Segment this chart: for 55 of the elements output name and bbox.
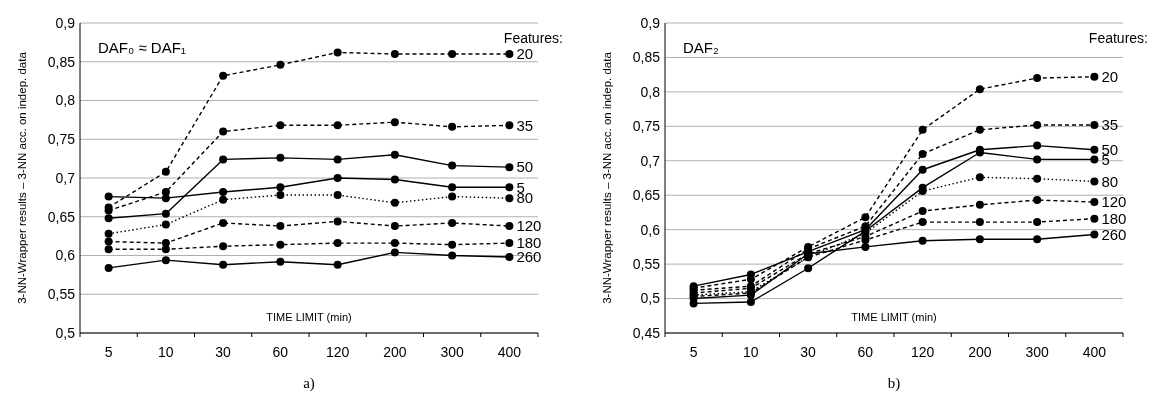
y-tick-label: 0,7 xyxy=(55,169,76,186)
x-axis-title: TIME LIMIT (min) xyxy=(266,311,352,323)
series-label: 20 xyxy=(1101,67,1119,85)
x-tick-label: 60 xyxy=(272,344,289,360)
annotation: DAF₀ ≈ DAF₁ xyxy=(98,39,186,56)
annotation: Features: xyxy=(1088,30,1148,46)
y-tick-label: 0,5 xyxy=(55,324,76,341)
x-axis-title: TIME LIMIT (min) xyxy=(851,311,937,323)
y-tick-label: 0,75 xyxy=(632,118,661,135)
x-tick-label: 200 xyxy=(383,344,407,360)
y-tick-label: 0,8 xyxy=(640,83,661,100)
x-tick-label: 60 xyxy=(857,344,874,360)
y-tick-label: 0,45 xyxy=(632,324,661,341)
y-tick-label: 0,55 xyxy=(632,256,661,273)
annotation: Features: xyxy=(503,30,563,46)
x-tick-label: 400 xyxy=(497,344,522,360)
y-tick-label: 0,6 xyxy=(55,247,76,264)
x-tick-label: 120 xyxy=(325,344,350,360)
y-tick-label: 0,85 xyxy=(47,53,76,70)
x-tick-label: 10 xyxy=(743,344,759,360)
y-axis-title: 3-NN-Wrapper results – 3-NN acc. on indep. data xyxy=(601,51,613,304)
x-tick-label: 5 xyxy=(104,344,113,360)
x-tick-label: 30 xyxy=(800,344,817,360)
y-tick-label: 0,5 xyxy=(640,290,661,307)
y-tick-label: 0,9 xyxy=(55,14,76,31)
y-tick-label: 0,8 xyxy=(55,92,76,109)
series-label: 80 xyxy=(1101,172,1119,190)
y-axis-title: 3-NN-Wrapper results – 3-NN acc. on indep. data xyxy=(16,51,28,304)
y-tick-label: 0,7 xyxy=(640,152,661,169)
series-label: 35 xyxy=(516,116,534,134)
series-label: 20 xyxy=(516,45,534,63)
x-tick-label: 300 xyxy=(440,344,465,360)
y-tick-label: 0,65 xyxy=(47,208,76,225)
y-tick-label: 0,85 xyxy=(632,49,661,66)
x-tick-label: 400 xyxy=(1082,344,1107,360)
series-label: 120 xyxy=(1101,193,1127,211)
x-tick-label: 10 xyxy=(158,344,174,360)
x-tick-label: 30 xyxy=(215,344,232,360)
y-tick-label: 0,6 xyxy=(640,221,661,238)
x-tick-label: 200 xyxy=(968,344,992,360)
x-tick-label: 120 xyxy=(910,344,935,360)
x-tick-label: 300 xyxy=(1025,344,1050,360)
x-tick-label: 5 xyxy=(689,344,698,360)
series-label: 260 xyxy=(1101,225,1127,243)
series-label: 35 xyxy=(1101,116,1119,134)
y-tick-label: 0,55 xyxy=(47,286,76,303)
text: a) xyxy=(303,375,315,392)
y-tick-label: 0,75 xyxy=(47,131,76,148)
y-tick-label: 0,9 xyxy=(640,14,661,31)
y-tick-label: 0,65 xyxy=(632,187,661,204)
series-label: 180 xyxy=(1101,209,1127,227)
series-label: 120 xyxy=(516,217,542,235)
text: b) xyxy=(887,375,901,392)
series-label: 50 xyxy=(516,158,534,176)
annotation: DAF₂ xyxy=(683,39,719,56)
